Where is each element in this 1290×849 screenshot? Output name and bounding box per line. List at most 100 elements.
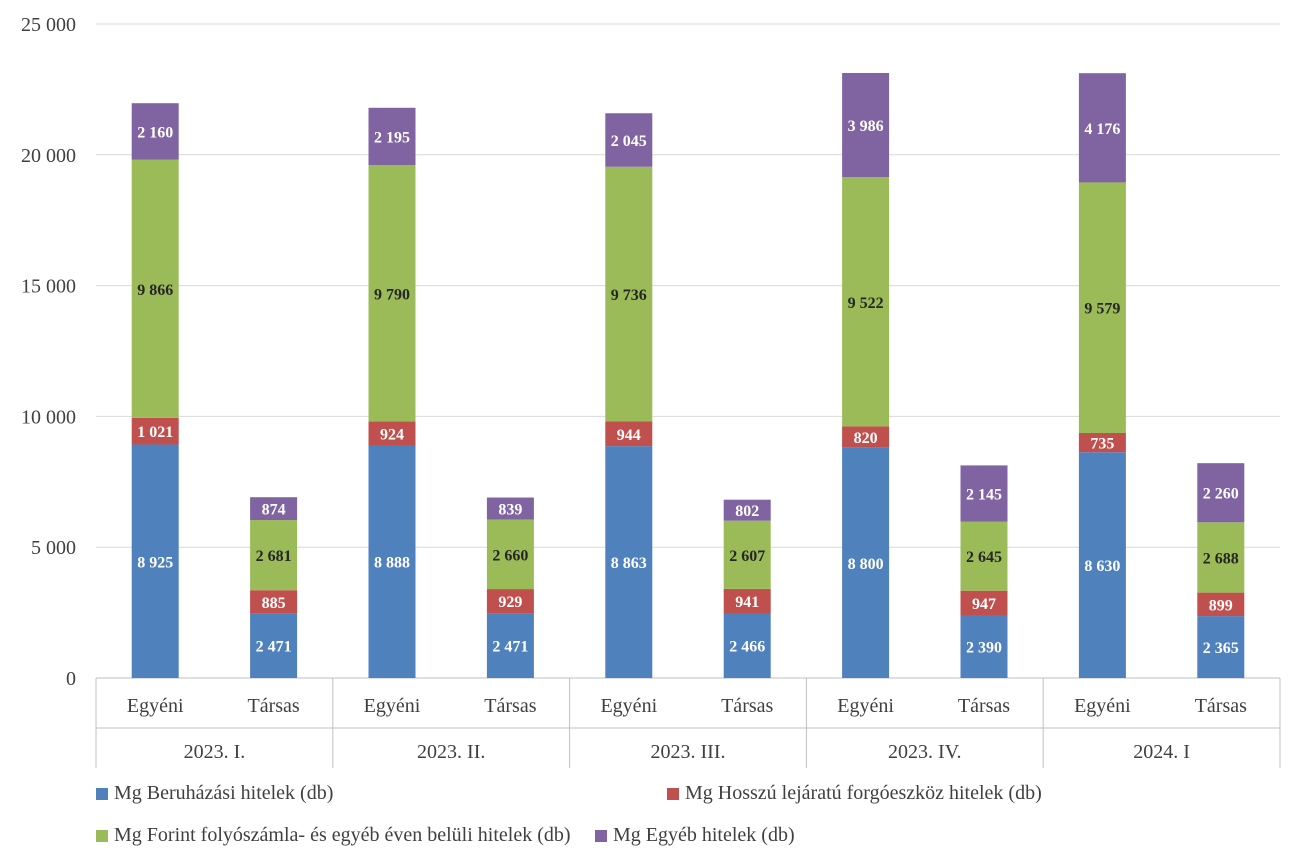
data-label: 802 <box>735 503 759 520</box>
data-label: 947 <box>972 596 996 613</box>
legend-label-beruhazasi: Mg Beruházási hitelek (db) <box>114 782 334 804</box>
bar-segment <box>960 521 1008 591</box>
bar-segment <box>605 113 653 167</box>
data-label: 885 <box>262 595 286 612</box>
y-tick-label: 10 000 <box>21 406 76 428</box>
x-subcategory-label: Egyéni <box>837 695 894 717</box>
bar-segment <box>723 520 771 589</box>
legend-swatch-forint-folyoszamla <box>96 829 108 842</box>
x-subcategory-label: Társas <box>1195 695 1247 717</box>
bar-segment <box>131 444 179 678</box>
x-subcategory-label: Társas <box>958 695 1010 717</box>
legend-swatch-egyeb <box>595 829 607 842</box>
data-label: 2 195 <box>374 130 410 147</box>
bar-segment <box>250 497 298 521</box>
bar-segment <box>960 465 1008 522</box>
data-label: 2 471 <box>256 639 292 656</box>
bar-segment <box>1197 522 1245 593</box>
bar-segment <box>960 615 1008 678</box>
data-label: 820 <box>854 430 878 447</box>
bar-segment <box>131 103 179 160</box>
x-subcategory-label: Egyéni <box>1074 695 1131 717</box>
bar-segment <box>1197 616 1245 678</box>
bar-segment <box>486 519 534 590</box>
data-label: 9 790 <box>374 286 410 303</box>
x-group-label: 2023. III. <box>651 741 726 763</box>
data-label: 2 145 <box>966 486 1002 503</box>
data-label: 8 630 <box>1084 558 1120 575</box>
data-label: 2 390 <box>966 640 1002 657</box>
bar-segment <box>368 421 416 446</box>
data-label: 929 <box>498 594 522 611</box>
bar-segment <box>368 107 416 166</box>
legend-swatch-beruhazasi <box>96 787 108 800</box>
bar-segment <box>842 447 890 678</box>
y-tick-label: 15 000 <box>21 276 76 298</box>
legend-label-hosszu-lejaratu: Mg Hosszú lejáratú forgóeszköz hitelek (… <box>685 782 1042 804</box>
data-label: 2 466 <box>729 639 765 656</box>
x-group-label: 2024. I <box>1133 741 1190 763</box>
x-group-label: 2023. I. <box>184 741 246 763</box>
legend-item-beruhazasi: Mg Beruházási hitelek (db) <box>96 782 333 805</box>
legend-swatch-hosszu-lejaratu <box>667 787 679 800</box>
data-label: 874 <box>262 502 286 519</box>
bar-segment <box>842 177 890 427</box>
bar-segment <box>605 446 653 678</box>
bar-segment <box>250 613 298 678</box>
bar-segment <box>368 445 416 678</box>
bar-segment <box>1078 73 1126 183</box>
data-label: 2 365 <box>1203 640 1239 657</box>
legend-item-egyeb: Mg Egyéb hitelek (db) <box>595 824 795 847</box>
bar-segment <box>1078 452 1126 678</box>
legend-item-forint-folyoszamla: Mg Forint folyószámla- és egyéb éven bel… <box>96 824 571 847</box>
x-subcategory-label: Egyéni <box>600 695 657 717</box>
legend-label-forint-folyoszamla: Mg Forint folyószámla- és egyéb éven bel… <box>114 824 571 846</box>
data-label: 2 471 <box>492 639 528 656</box>
bar-segment <box>605 421 653 447</box>
data-label: 8 925 <box>137 554 173 571</box>
data-label: 3 986 <box>848 118 884 135</box>
data-label: 944 <box>617 427 641 444</box>
bar-segment <box>368 165 416 422</box>
data-label: 9 579 <box>1084 301 1120 318</box>
data-label: 4 176 <box>1084 121 1120 138</box>
x-subcategory-label: Társas <box>721 695 773 717</box>
data-label: 8 863 <box>611 555 647 572</box>
legend-label-egyeb: Mg Egyéb hitelek (db) <box>613 824 795 846</box>
data-label: 2 688 <box>1203 550 1239 567</box>
y-tick-label: 20 000 <box>21 145 76 167</box>
data-label: 2 260 <box>1203 486 1239 503</box>
bar-segment <box>842 426 890 448</box>
bar-segment <box>1197 463 1245 523</box>
data-label: 735 <box>1090 436 1114 453</box>
data-label: 839 <box>498 501 522 518</box>
data-label: 8 800 <box>848 556 884 573</box>
bar-segment <box>1197 592 1245 617</box>
bar-segment <box>131 159 179 418</box>
bar-segment <box>250 590 298 614</box>
data-label: 9 736 <box>611 287 647 304</box>
data-label: 941 <box>735 594 759 611</box>
data-label: 2 645 <box>966 549 1002 566</box>
legend-item-hosszu-lejaratu: Mg Hosszú lejáratú forgóeszköz hitelek (… <box>667 782 1042 805</box>
bar-segment <box>486 613 534 678</box>
data-label: 1 021 <box>137 424 173 441</box>
data-label: 2 681 <box>256 548 292 565</box>
bar-segment <box>131 417 179 445</box>
bar-segment <box>250 520 298 591</box>
data-label: 924 <box>380 426 404 443</box>
x-subcategory-label: Egyéni <box>364 695 421 717</box>
bar-segment <box>723 499 771 521</box>
bar-segment <box>960 590 1008 616</box>
y-tick-label: 0 <box>66 668 76 690</box>
y-tick-label: 5 000 <box>31 537 76 559</box>
data-label: 2 045 <box>611 133 647 150</box>
x-subcategory-label: Társas <box>484 695 536 717</box>
data-label: 9 866 <box>137 282 173 299</box>
x-group-label: 2023. IV. <box>888 741 962 763</box>
data-label: 8 888 <box>374 555 410 572</box>
data-label: 2 607 <box>729 548 765 565</box>
bar-segment <box>1078 182 1126 434</box>
bar-segment <box>605 166 653 422</box>
